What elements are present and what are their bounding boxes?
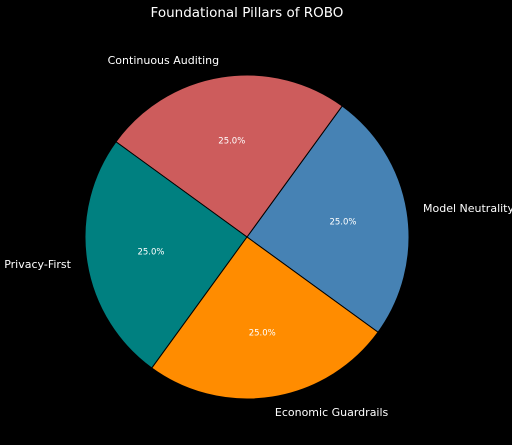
slice-label: Economic Guardrails [275, 406, 389, 419]
pie-slices [84, 74, 410, 400]
pie-slice-model-neutrality [246, 105, 410, 333]
slice-percent-label: 25.0% [137, 248, 164, 258]
pie-labels: Model Neutrality 25.0% Continuous Auditing… [4, 54, 512, 419]
chart-title: Foundational Pillars of ROBO [151, 5, 344, 21]
slice-label: Privacy-First [4, 258, 71, 271]
slice-label: Model Neutrality [423, 202, 512, 215]
pie-slice-continuous-auditing [115, 74, 343, 238]
slice-percent-label: 25.0% [329, 217, 356, 227]
slice-percent-label: 25.0% [218, 136, 245, 146]
slice-percent-label: 25.0% [249, 329, 276, 339]
pie-slice-privacy-first [84, 141, 248, 369]
slice-label: Continuous Auditing [108, 54, 219, 67]
pie-slice-economic-guardrails [151, 236, 379, 400]
